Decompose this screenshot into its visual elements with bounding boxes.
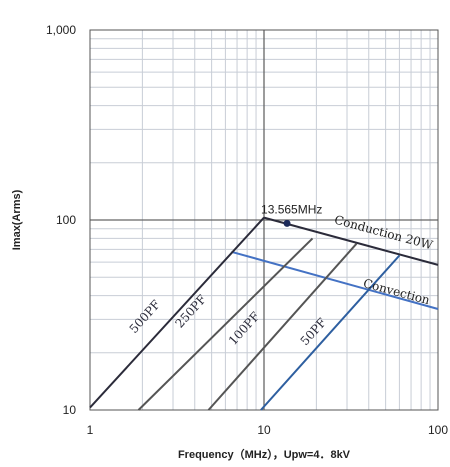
x-tick-label: 1 bbox=[87, 423, 94, 437]
x-axis-title: Frequency（MHz），Upw=4．8kV bbox=[178, 448, 351, 461]
x-tick-label: 100 bbox=[428, 423, 448, 437]
series-convection-line bbox=[231, 250, 439, 310]
annotation-layer: 13.565MHz bbox=[261, 202, 322, 227]
annotation-marker bbox=[283, 219, 291, 227]
plot-frame bbox=[89, 29, 439, 411]
x-tick-label: 10 bbox=[257, 423, 271, 437]
series-100pf-line bbox=[207, 243, 358, 411]
series-conduction-20w-line bbox=[263, 216, 439, 266]
annotation-label: 13.565MHz bbox=[261, 202, 322, 216]
series-50pf-line bbox=[260, 254, 401, 411]
tick-labels: 1 10 100 10 100 1,000 bbox=[46, 23, 448, 437]
y-tick-label: 100 bbox=[56, 213, 76, 227]
y-axis-title: Imax(Arms) bbox=[11, 189, 23, 250]
series-250pf-line bbox=[137, 237, 314, 411]
series-500pf-line bbox=[89, 216, 265, 409]
y-tick-label: 1,000 bbox=[46, 23, 76, 37]
y-tick-label: 10 bbox=[63, 403, 77, 417]
